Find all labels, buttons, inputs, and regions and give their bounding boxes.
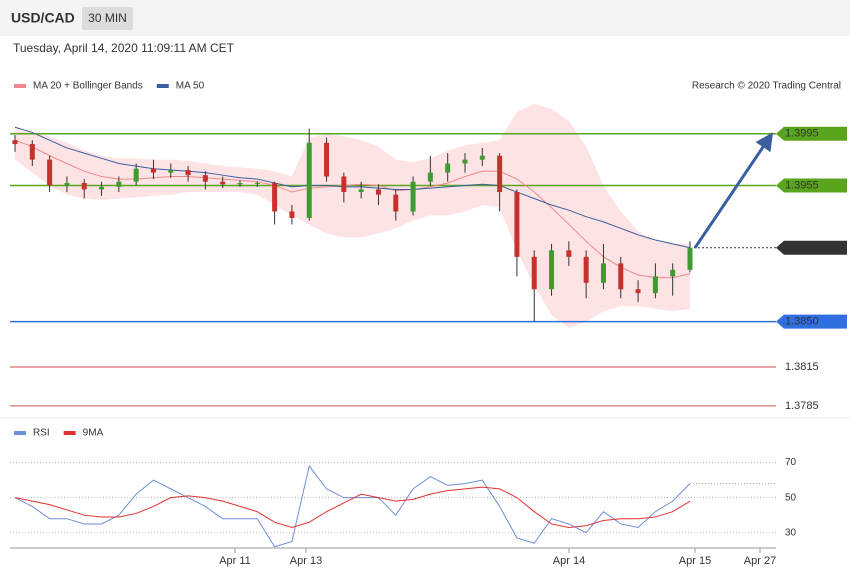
level-tag — [776, 314, 847, 329]
level-tag — [776, 126, 847, 141]
candle-body — [237, 182, 243, 185]
candle-body — [185, 170, 191, 176]
legend-label: MA 20 + Bollinger Bands — [33, 81, 143, 92]
candle-body — [306, 142, 312, 218]
candle-body — [64, 182, 70, 186]
candle-body — [670, 269, 676, 277]
candle-body — [202, 175, 208, 182]
candle-body — [254, 182, 260, 184]
candle-body — [618, 263, 624, 290]
candle-body — [150, 168, 156, 173]
candle-body — [445, 163, 451, 173]
x-tick-label: Apr 11 — [219, 555, 251, 567]
candle-body — [427, 172, 433, 182]
x-tick-label: Apr 15 — [679, 555, 711, 567]
candle-body — [566, 250, 572, 257]
candle-body — [168, 170, 174, 173]
candle-body — [600, 263, 606, 283]
level-label: 1.3850 — [785, 316, 819, 328]
candle-body — [272, 182, 278, 212]
candle-body — [514, 192, 520, 257]
candle-body — [324, 142, 330, 177]
rsi-tick-label: 70 — [785, 457, 797, 468]
legend-swatch — [63, 431, 76, 435]
candle-body — [47, 159, 53, 186]
bollinger-band — [15, 103, 690, 329]
timestamp: Tuesday, April 14, 2020 11:09:11 AM CET — [13, 41, 235, 55]
legend-label: 9MA — [83, 428, 104, 439]
ma-line — [14, 139, 691, 279]
candle-body — [479, 155, 485, 160]
candle-body — [652, 276, 658, 294]
legend-swatch — [14, 431, 26, 435]
candle-body — [358, 189, 364, 193]
level-label: 1.3955 — [785, 179, 819, 191]
level-label: 1.3907 — [785, 242, 819, 254]
legend-label: MA 50 — [176, 81, 205, 92]
candle-body — [393, 194, 399, 212]
timeframe[interactable]: 30 MIN — [88, 11, 127, 25]
level-label: 1.3785 — [785, 400, 819, 412]
level-tag — [776, 178, 847, 193]
candle-body — [462, 159, 468, 164]
level-label: 1.3815 — [785, 361, 819, 373]
level-label: 1.3995 — [785, 128, 819, 140]
symbol: USD/CAD — [11, 10, 75, 26]
candle-body — [99, 186, 105, 190]
rsi-line — [14, 486, 691, 528]
candle-body — [29, 144, 35, 160]
timeframe-badge[interactable] — [82, 7, 133, 30]
legend-label: RSI — [33, 428, 50, 439]
candle-body — [635, 289, 641, 294]
candle-body — [133, 168, 139, 182]
candle-body — [289, 211, 295, 218]
candle-body — [583, 256, 589, 283]
candle-body — [687, 247, 693, 270]
legend-swatch — [156, 84, 169, 88]
candle-body — [410, 181, 416, 212]
candle-body — [549, 250, 555, 290]
x-tick-label: Apr 13 — [290, 555, 322, 567]
candle-body — [497, 155, 503, 193]
forecast-arrow — [693, 132, 774, 249]
candle-body — [375, 189, 381, 195]
level-tag — [776, 240, 847, 255]
ma-line — [14, 126, 691, 249]
header-bar — [0, 0, 850, 36]
candle-body — [531, 256, 537, 290]
source: Research © 2020 Trading Central — [692, 81, 841, 92]
candle-body — [116, 181, 122, 187]
candle-body — [12, 140, 18, 145]
legend-swatch — [14, 84, 26, 88]
x-tick-label: Apr 14 — [553, 555, 585, 567]
x-tick-label: Apr 27 — [744, 555, 776, 567]
rsi-tick-label: 30 — [785, 527, 797, 538]
rsi-tick-label: 50 — [785, 492, 797, 503]
candle-body — [341, 176, 347, 193]
candle-body — [220, 181, 226, 185]
rsi-line — [14, 464, 691, 548]
candle-body — [81, 182, 87, 190]
